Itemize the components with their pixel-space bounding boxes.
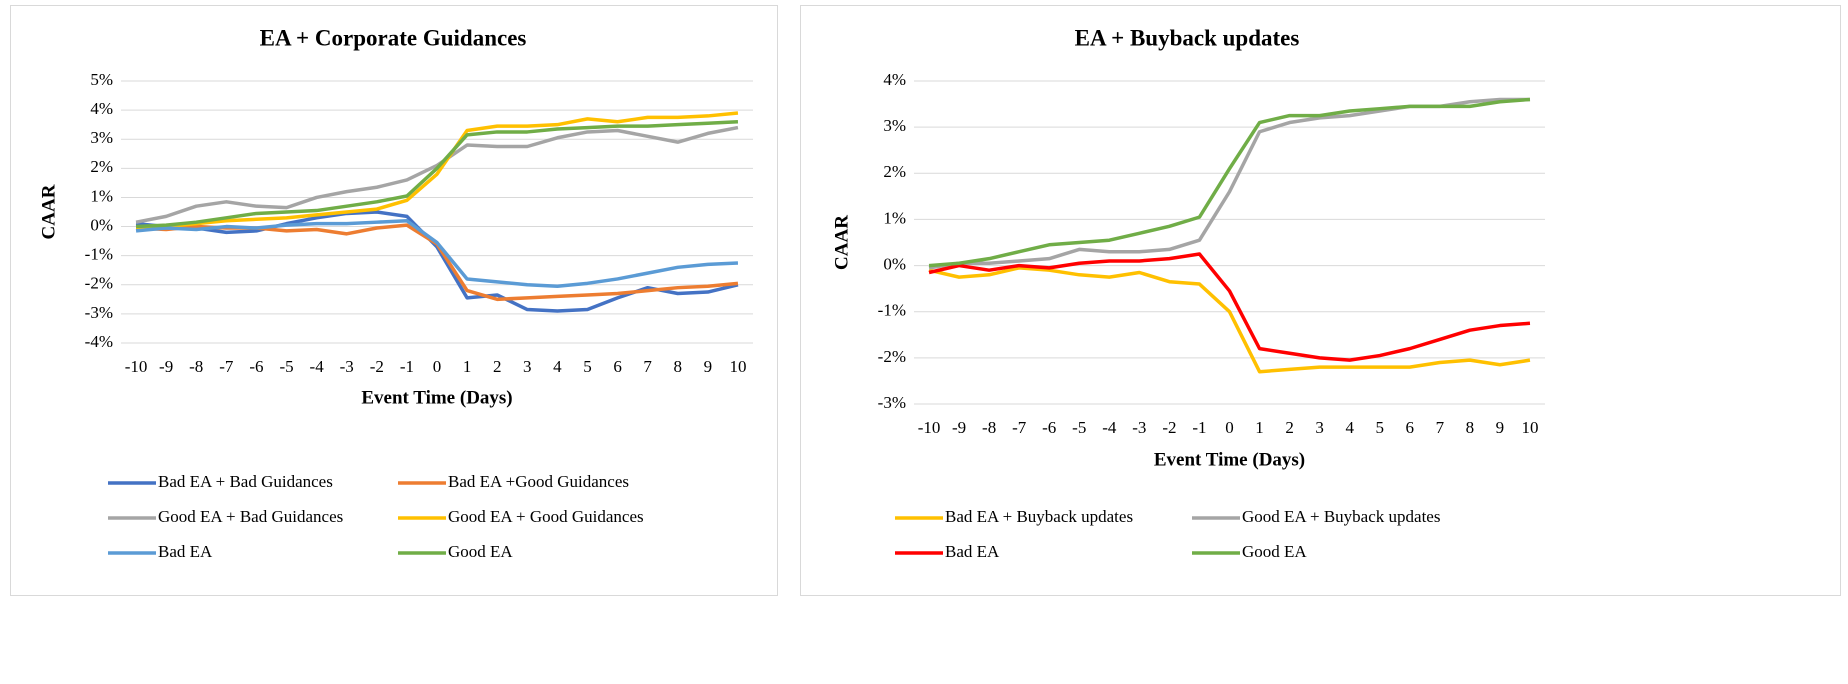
x-tick-label: -5 [279,357,293,376]
series-line [135,218,739,288]
y-tick-label: -3% [85,303,113,322]
y-tick-label: -1% [878,301,906,320]
x-tick-label: 10 [729,357,746,376]
x-tick-label: -7 [1012,418,1027,437]
x-tick-label: 1 [1255,418,1264,437]
y-tick-label: -1% [85,245,113,264]
x-tick-label: 3 [523,357,532,376]
x-tick-label: -2 [370,357,384,376]
y-tick-label: -2% [878,347,906,366]
series-line [135,120,739,229]
x-tick-label: 2 [493,357,502,376]
x-tick-label: -6 [1042,418,1056,437]
chart-frame [10,5,778,596]
legend-label: Good EA [1242,542,1307,561]
legend-label: Bad EA + Bad Guidances [158,472,333,491]
x-tick-label: 4 [553,357,562,376]
x-tick-label: -1 [400,357,414,376]
x-tick-label: -10 [918,418,941,437]
y-tick-label: -2% [85,274,113,293]
series-line [928,266,1531,374]
y-tick-label: 5% [90,70,113,89]
x-tick-label: 7 [1436,418,1445,437]
x-tick-label: -3 [1132,418,1146,437]
x-tick-label: 0 [1225,418,1234,437]
legend-label: Good EA + Buyback updates [1242,507,1440,526]
x-tick-label: 3 [1315,418,1324,437]
x-tick-label: -7 [219,357,234,376]
x-tick-label: 6 [1406,418,1415,437]
legend-label: Bad EA [158,542,213,561]
y-tick-label: -4% [85,332,113,351]
y-tick-label: 2% [90,157,113,176]
x-tick-label: -5 [1072,418,1086,437]
chart-title: EA + Buyback updates [1075,25,1300,50]
x-tick-label: 9 [1496,418,1505,437]
x-tick-label: -3 [340,357,354,376]
legend-label: Bad EA +Good Guidances [448,472,629,491]
series-line [928,252,1531,362]
x-tick-label: -8 [189,357,203,376]
y-tick-label: 1% [90,186,113,205]
x-tick-label: -6 [249,357,263,376]
legend-label: Good EA + Bad Guidances [158,507,343,526]
y-tick-label: 4% [90,99,113,118]
series-line [135,111,739,230]
legend-label: Bad EA [945,542,1000,561]
x-tick-label: -4 [310,357,325,376]
chart-frame [800,5,1841,596]
x-tick-label: -10 [125,357,148,376]
x-tick-label: 5 [1375,418,1384,437]
x-tick-label: 2 [1285,418,1294,437]
legend-label: Bad EA + Buyback updates [945,507,1133,526]
y-tick-label: 2% [883,162,906,181]
x-tick-label: -9 [159,357,173,376]
y-tick-label: 1% [883,208,906,227]
y-tick-label: 3% [883,116,906,135]
series-line [135,125,739,224]
x-tick-label: 6 [613,357,622,376]
y-tick-label: 4% [883,70,906,89]
x-axis-label: Event Time (Days) [1154,449,1305,470]
x-tick-label: -4 [1102,418,1117,437]
x-tick-label: 8 [674,357,683,376]
x-tick-label: -1 [1192,418,1206,437]
x-tick-label: 5 [583,357,592,376]
y-tick-label: 3% [90,128,113,147]
x-axis-label: Event Time (Days) [361,387,512,408]
x-tick-label: 0 [433,357,442,376]
legend-label: Good EA [448,542,513,561]
chart-title: EA + Corporate Guidances [260,25,527,50]
series-line [928,97,1531,268]
x-tick-label: 4 [1345,418,1354,437]
y-axis-label: CAAR [38,184,59,239]
y-tick-label: -3% [878,393,906,412]
x-tick-label: 9 [704,357,713,376]
x-tick-label: 1 [463,357,472,376]
x-tick-label: -8 [982,418,996,437]
y-tick-label: 0% [90,215,113,234]
legend-label: Good EA + Good Guidances [448,507,644,526]
x-tick-label: -2 [1162,418,1176,437]
y-tick-label: 0% [883,254,906,273]
x-tick-label: 10 [1521,418,1538,437]
x-tick-label: -9 [952,418,966,437]
x-tick-label: 7 [643,357,652,376]
x-tick-label: 8 [1466,418,1475,437]
y-axis-label: CAAR [831,215,852,270]
